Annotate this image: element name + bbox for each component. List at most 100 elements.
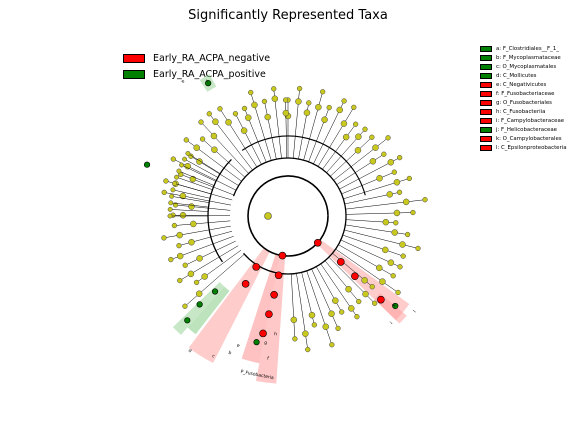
legend-label-positive: Early_RA_ACPA_positive bbox=[153, 68, 266, 80]
taxa-legend-label: j: F_Helicobacteraceae bbox=[496, 126, 557, 133]
positive-node bbox=[196, 301, 203, 308]
tree-branch bbox=[324, 260, 359, 302]
neutral-node bbox=[176, 231, 183, 239]
neutral-node bbox=[282, 109, 290, 117]
tree-branch bbox=[170, 202, 209, 208]
tree-branch bbox=[338, 244, 394, 276]
neutral-node bbox=[345, 285, 352, 293]
negative-node bbox=[241, 280, 250, 288]
neutral-node bbox=[397, 154, 403, 161]
tree-branch bbox=[176, 176, 213, 190]
neutral-node bbox=[326, 104, 332, 111]
tree-branch bbox=[330, 137, 373, 177]
neutral-node bbox=[240, 127, 248, 134]
neutral-node bbox=[182, 303, 188, 309]
sector-label: h bbox=[274, 331, 278, 337]
taxa-legend-item: h: C_Fusobacteriia bbox=[480, 107, 567, 116]
clade-highlight bbox=[241, 254, 281, 364]
negative-node bbox=[313, 238, 322, 247]
neutral-node bbox=[321, 116, 328, 123]
neutral-node bbox=[348, 305, 355, 312]
taxa-legend-item: j: F_Helicobacteraceae bbox=[480, 125, 567, 134]
neutral-node bbox=[406, 175, 412, 182]
sector-label: i bbox=[389, 321, 394, 326]
taxa-legend-label: b: F_Mycoplasmataceae bbox=[496, 54, 561, 61]
sector-label: d bbox=[187, 348, 193, 355]
neutral-node bbox=[290, 316, 298, 324]
neutral-node bbox=[245, 114, 252, 121]
negative-node bbox=[337, 258, 345, 266]
chart-title: Significantly Represented Taxa bbox=[188, 8, 388, 23]
neutral-node bbox=[171, 222, 178, 229]
neutral-node bbox=[341, 98, 347, 104]
neutral-node bbox=[397, 264, 403, 270]
neutral-node bbox=[176, 242, 182, 249]
negative-node bbox=[252, 263, 261, 271]
neutral-node bbox=[196, 255, 203, 262]
taxa-legend-item: i: F_Campylobacteraceae bbox=[480, 116, 567, 125]
neutral-node bbox=[336, 106, 343, 114]
tree-ring bbox=[207, 158, 232, 263]
neutral-node bbox=[217, 106, 223, 112]
neutral-node bbox=[390, 273, 396, 279]
neutral-node bbox=[391, 169, 397, 175]
clade-highlight bbox=[255, 255, 286, 384]
neutral-node bbox=[174, 174, 180, 180]
taxa-legend-swatch bbox=[480, 72, 492, 79]
neutral-node bbox=[387, 259, 395, 266]
tree-branch bbox=[187, 153, 221, 174]
neutral-node bbox=[305, 346, 311, 353]
neutral-node bbox=[167, 206, 173, 212]
tree-branch bbox=[333, 137, 389, 181]
neutral-node bbox=[396, 189, 403, 195]
tree-branch bbox=[322, 124, 356, 170]
tree-branch bbox=[202, 138, 246, 178]
neutral-node bbox=[302, 330, 309, 337]
neutral-node bbox=[251, 101, 258, 109]
neutral-node bbox=[161, 235, 167, 241]
neutral-node bbox=[179, 212, 187, 219]
tree-branch bbox=[316, 266, 342, 313]
positive-node bbox=[184, 317, 191, 324]
tree-branch bbox=[178, 170, 215, 186]
tree-branch bbox=[264, 101, 277, 160]
neutral-node bbox=[369, 284, 375, 290]
neutral-node bbox=[170, 187, 176, 193]
neutral-node bbox=[195, 290, 203, 297]
taxa-legend-label: g: O_Fusobacteriales bbox=[496, 99, 552, 106]
taxa-legend-item: c: O_Mycoplasmatales bbox=[480, 62, 567, 71]
root-node bbox=[264, 212, 272, 220]
legend-label-negative: Early_RA_ACPA_negative bbox=[153, 52, 271, 64]
neutral-node bbox=[311, 322, 317, 328]
neutral-node bbox=[351, 104, 357, 111]
neutral-node bbox=[241, 105, 248, 112]
neutral-node bbox=[187, 270, 195, 278]
neutral-node bbox=[211, 146, 218, 154]
neutral-node bbox=[271, 86, 277, 92]
taxa-legend-swatch bbox=[480, 135, 492, 142]
sector-label: e bbox=[236, 343, 241, 349]
neutral-node bbox=[362, 126, 368, 132]
neutral-node bbox=[354, 314, 360, 320]
neutral-node bbox=[176, 168, 182, 174]
negative-node bbox=[259, 329, 267, 338]
positive-node bbox=[253, 339, 260, 346]
neutral-node bbox=[376, 175, 383, 182]
neutral-node bbox=[339, 309, 345, 315]
positive-node bbox=[211, 288, 219, 295]
tree-branch bbox=[184, 158, 219, 178]
tree-branch bbox=[175, 204, 231, 211]
negative-node bbox=[278, 251, 287, 260]
tree-branch bbox=[200, 121, 249, 174]
taxa-legend-label: d: C_Mollicutes bbox=[496, 72, 537, 79]
tree-branch bbox=[174, 183, 212, 195]
neutral-node bbox=[296, 85, 303, 92]
neutral-node bbox=[295, 98, 302, 105]
neutral-node bbox=[393, 209, 401, 217]
neutral-node bbox=[248, 89, 254, 96]
tree-branch bbox=[290, 273, 296, 339]
taxa-legend-item: b: F_Mycoplasmataceae bbox=[480, 53, 567, 62]
neutral-node bbox=[170, 156, 176, 162]
tree-branch bbox=[163, 225, 231, 239]
tree-branch bbox=[345, 199, 426, 210]
